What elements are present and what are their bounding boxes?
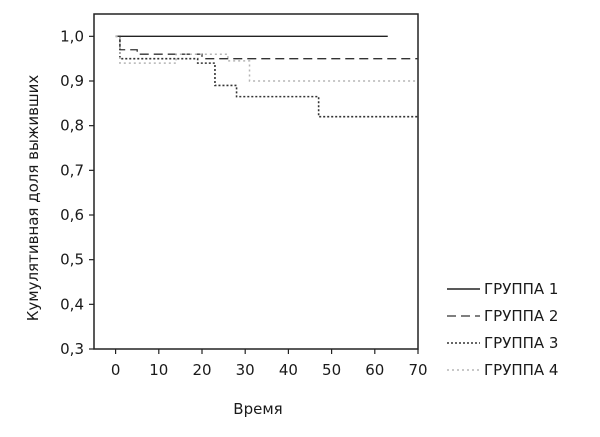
legend-label-2: ГРУППА 2 xyxy=(484,307,558,325)
y-tick-label: 0,6 xyxy=(60,206,84,224)
plot-area xyxy=(93,13,419,350)
series-line-4 xyxy=(115,35,418,82)
x-tick-label: 10 xyxy=(149,361,168,379)
x-tick-label: 40 xyxy=(279,361,298,379)
series-line-3 xyxy=(115,35,418,118)
y-tick-label: 0,8 xyxy=(60,117,84,135)
legend-label-4: ГРУППА 4 xyxy=(484,361,558,379)
x-tick-label: 0 xyxy=(111,361,121,379)
plot-frame xyxy=(93,13,419,350)
y-tick-label: 0,3 xyxy=(60,340,84,358)
x-tick-label: 30 xyxy=(236,361,255,379)
y-tick-label: 0,9 xyxy=(60,72,84,90)
y-tick-label: 0,7 xyxy=(60,161,84,179)
legend-label-1: ГРУППА 1 xyxy=(484,280,558,298)
legend: ГРУППА 1 ГРУППА 2 ГРУППА 3 ГРУППА 4 xyxy=(447,280,558,379)
x-tick-label: 70 xyxy=(408,361,427,379)
series-line-2 xyxy=(115,35,418,60)
x-tick-label: 60 xyxy=(365,361,384,379)
series-group xyxy=(115,35,418,118)
y-tick-label: 1,0 xyxy=(60,27,84,45)
legend-label-3: ГРУППА 3 xyxy=(484,334,558,352)
y-tick-label: 0,4 xyxy=(60,295,84,313)
x-axis-title: Время xyxy=(233,400,282,418)
y-axis-title: Кумулятивная доля выживших xyxy=(24,75,42,322)
ticks-group: 0 10 20 30 40 50 60 70 0,3 0,4 0,5 0,6 0,7 0,8 0,9 1,0 xyxy=(60,27,427,379)
x-tick-label: 20 xyxy=(192,361,211,379)
x-tick-label: 50 xyxy=(322,361,341,379)
y-tick-label: 0,5 xyxy=(60,251,84,269)
